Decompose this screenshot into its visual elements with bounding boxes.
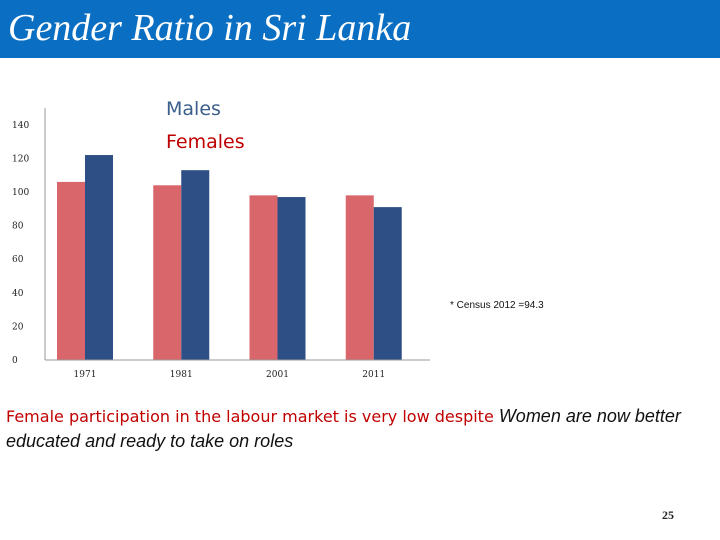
page-number: 25 <box>662 508 674 522</box>
y-tick-label: 20 <box>12 322 24 332</box>
bar-females-2001 <box>249 195 278 360</box>
x-tick-label: 1981 <box>170 370 193 380</box>
y-tick-label: 120 <box>12 154 29 164</box>
bar-females-1971 <box>57 181 85 360</box>
bar-females-1981 <box>153 185 182 360</box>
caption: Female participation in the labour marke… <box>6 404 706 453</box>
caption-red-text: Female participation in the labour marke… <box>6 407 494 426</box>
gender-ratio-chart: 0 20 40 60 80 100 120 140 1971 1981 2001 2011 Male… <box>12 98 544 380</box>
y-tick-label: 140 <box>12 121 29 131</box>
x-axis: 1971 1981 2001 2011 <box>45 359 430 380</box>
slide-title: Gender Ratio in Sri Lanka <box>8 7 412 49</box>
bars <box>57 155 402 360</box>
bar-females-2011 <box>345 195 374 360</box>
legend-males: Males <box>166 98 221 120</box>
y-tick-label: 60 <box>12 255 24 265</box>
census-note: * Census 2012 =94.3 <box>450 300 544 311</box>
caption-black-text: Women are now better educated and ready … <box>6 406 681 451</box>
y-tick-label: 0 <box>12 356 18 366</box>
y-tick-label: 80 <box>12 222 24 232</box>
title-bar: Gender Ratio in Sri Lanka <box>0 0 720 58</box>
bar-males-1971 <box>85 155 113 360</box>
bar-males-2011 <box>373 207 402 360</box>
y-tick-label: 40 <box>12 289 24 299</box>
x-tick-label: 2001 <box>266 370 289 380</box>
x-tick-label: 1971 <box>74 370 97 380</box>
legend-females: Females <box>166 131 245 153</box>
y-axis: 0 20 40 60 80 100 120 140 <box>12 108 46 366</box>
bar-males-2001 <box>277 197 306 360</box>
y-tick-label: 100 <box>12 188 29 198</box>
x-tick-label: 2011 <box>362 370 385 380</box>
bar-males-1981 <box>181 170 210 360</box>
